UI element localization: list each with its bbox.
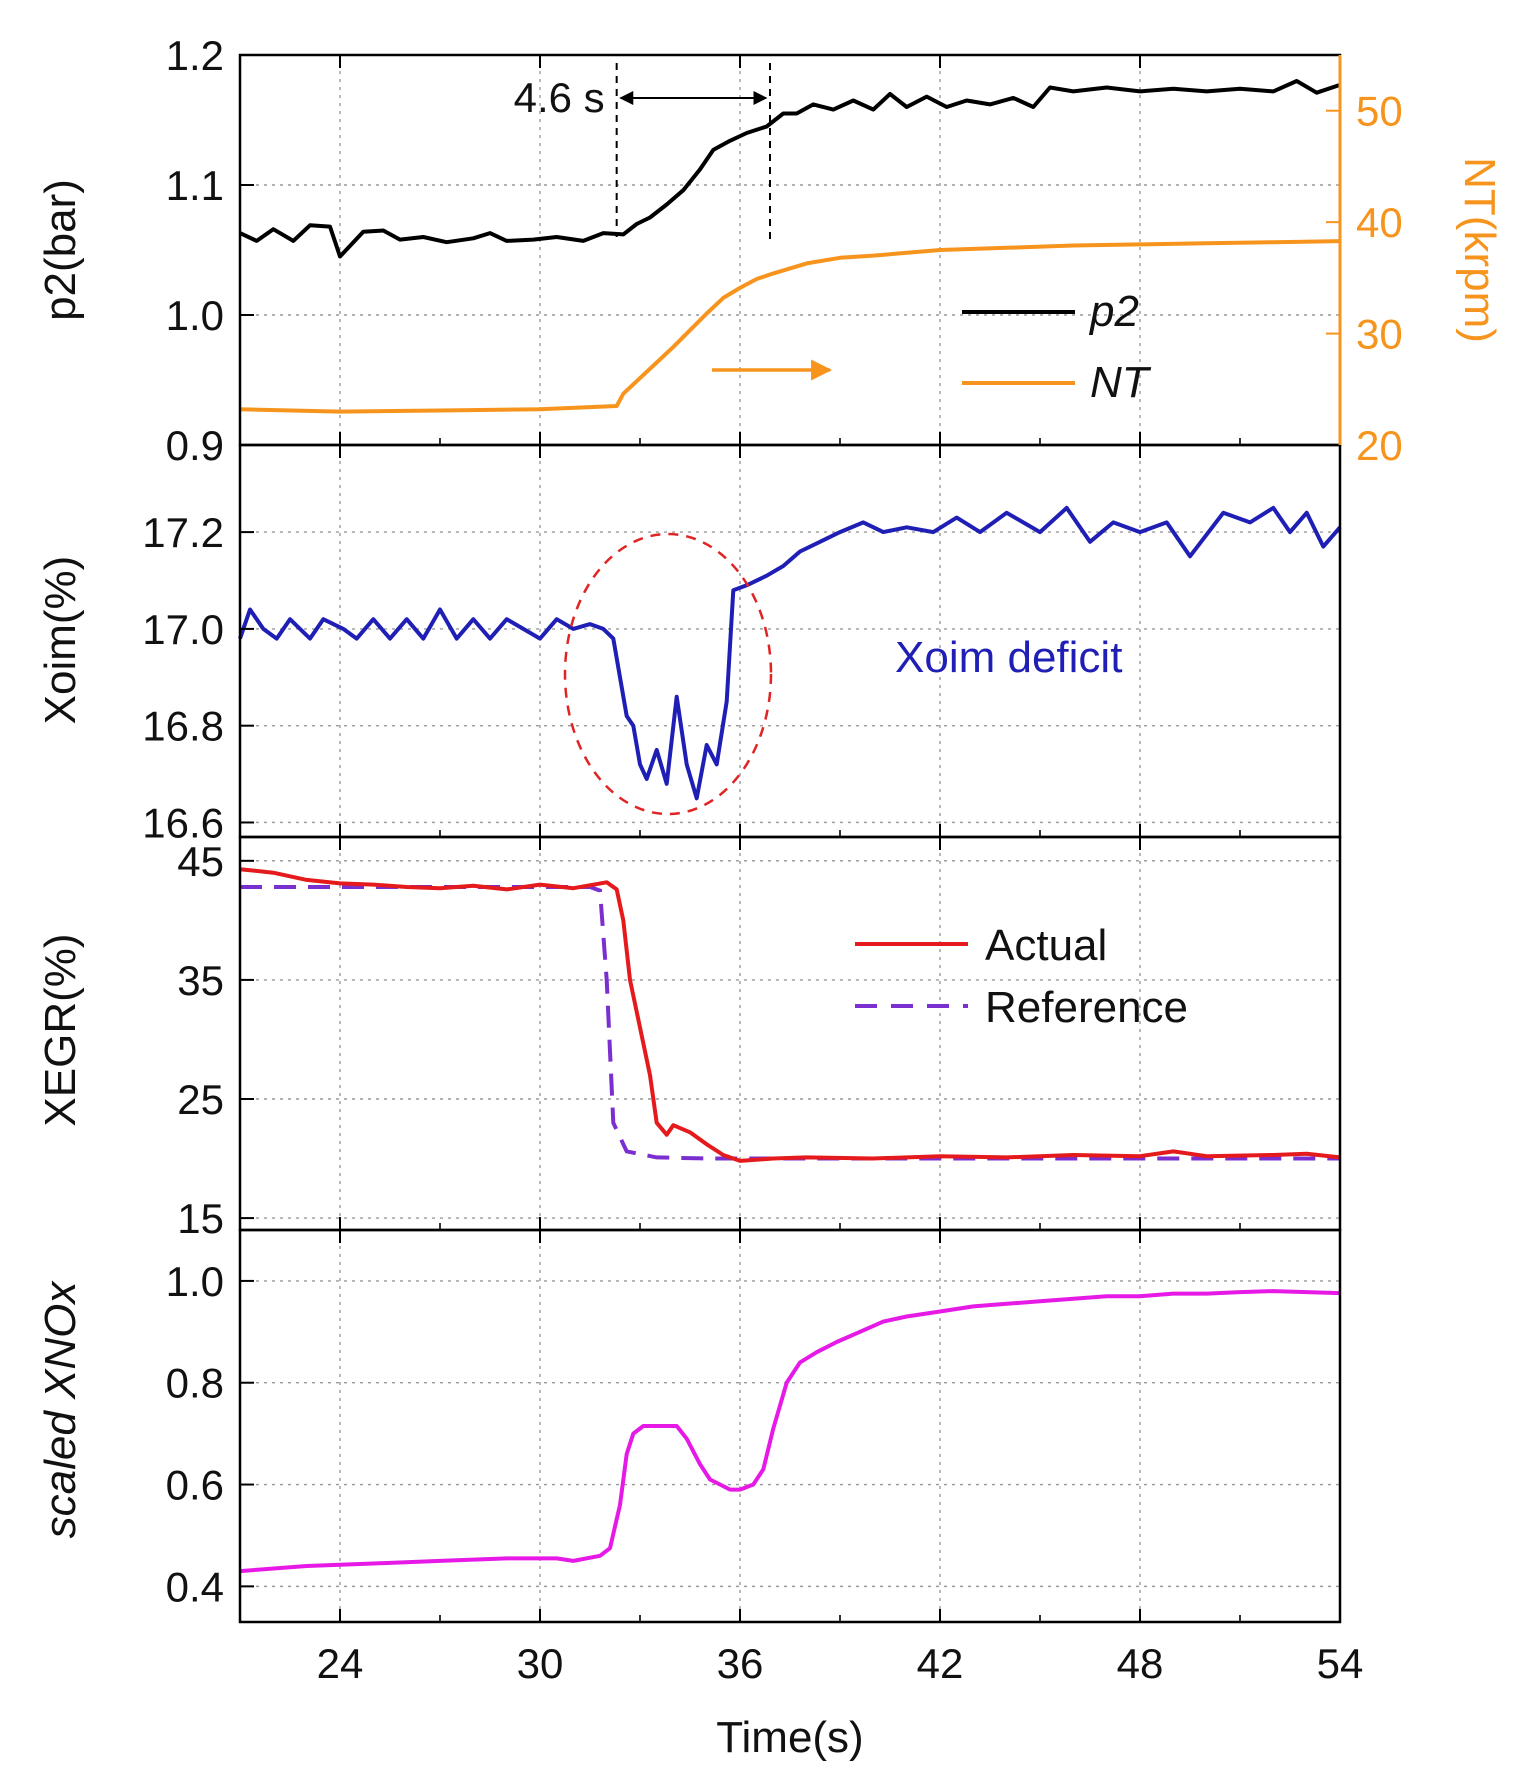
y-axis-label-p2-text: p2(bar) [36,179,85,321]
y-tick-label: 35 [177,957,224,1004]
y-tick-label: 15 [177,1195,224,1242]
y-tick-label: 1.0 [166,1258,224,1305]
panel-axis-ticks: 0.4 0.6 0.8 1.0 24 30 36 42 48 54 [166,1230,1364,1687]
panel-axis-ticks: 16.6 16.8 17.0 17.2 [142,445,1341,846]
panel-axis-ticks: 15 25 35 45 [177,837,1341,1242]
x-tick-label: 24 [317,1640,364,1687]
y-axis-label-xoim: Xoim(%) [36,556,85,725]
series-line-xnox [239,1289,1341,1574]
legend-label-p2: p2 [1088,287,1139,336]
x-tick-label: 30 [517,1640,564,1687]
y-tick-label: 45 [177,838,224,885]
legend-label-actual: Actual [985,921,1107,970]
panel-nox-fraction: 0.4 0.6 0.8 1.0 24 30 36 42 48 54 scaled XNOx Tim… [36,1230,1363,1762]
series-line-nt [239,239,1341,414]
panel-frame [238,443,1342,839]
y-tick-label: 0.6 [166,1462,224,1509]
panel-grid [240,445,1340,837]
legend-label-reference: Reference [985,983,1188,1032]
y-tick-label: 1.0 [166,292,224,339]
deficit-highlight-ellipse [563,532,773,816]
y-axis-label-nt-text: NT(krpm) [1455,157,1504,343]
panel-axis-ticks: 0.9 1.0 1.1 1.2 20 30 40 50 [166,32,1403,469]
panel-egr-fraction: Actual Reference 15 25 35 45 XEGR(%) [36,837,1341,1242]
y-tick-label: 16.8 [142,703,224,750]
series-line-reference [240,885,1340,1161]
legend-egr: Actual Reference [855,921,1188,1032]
x-tick-label: 54 [1317,1640,1364,1687]
series-line-xoim [238,505,1342,801]
y-tick-label: 0.4 [166,1563,224,1610]
y-tick-label: 0.8 [166,1360,224,1407]
x-tick-label: 36 [717,1640,764,1687]
response-time-markers: 4.6 s [514,63,771,244]
legend-p2-nt: p2 NT [962,287,1152,407]
y-axis-label-xegr-text: XEGR(%) [36,933,85,1126]
y-tick-label: 0.9 [166,422,224,469]
y-axis-label-xnox-text: scaled XNOx [36,1280,85,1539]
right-y-tick-label: 50 [1356,88,1403,135]
y-tick-label: 1.2 [166,32,224,79]
panel-frame [238,835,1342,1232]
panel-grid [240,837,1340,1230]
y-tick-label: 16.6 [142,799,224,846]
y-axis-label-nt: NT(krpm) [1455,157,1504,343]
panel-p2-turbo-speed: 4.6 s p2 NT 0.9 1.0 1.1 1.2 20 30 40 50 p2(bar)… [36,32,1504,469]
y-axis-label-xnox: scaled XNOx [36,1280,85,1539]
right-y-tick-label: 40 [1356,199,1403,246]
panel-frame [238,1228,1342,1624]
legend-label-nt: NT [1090,358,1152,407]
series-line-actual [239,867,1341,1163]
x-axis-label: Time(s) [716,1713,863,1762]
y-tick-label: 25 [177,1076,224,1123]
right-y-tick-label: 30 [1356,311,1403,358]
right-y-tick-label: 20 [1356,422,1403,469]
y-tick-label: 1.1 [166,162,224,209]
x-tick-label: 48 [1117,1640,1164,1687]
panel-oxygen-fraction: Xoim deficit 16.6 16.8 17.0 17.2 Xoim(%) [36,445,1342,846]
y-axis-label-xoim-text: Xoim(%) [36,556,85,725]
y-tick-label: 17.2 [142,509,224,556]
deficit-annotation: Xoim deficit [895,633,1122,682]
response-time-label: 4.6 s [514,74,605,121]
panel-frames [238,53,1342,1624]
y-tick-label: 17.0 [142,606,224,653]
y-axis-label-xegr: XEGR(%) [36,933,85,1126]
series-line-p2 [239,79,1341,259]
y-axis-label-p2: p2(bar) [36,179,85,321]
x-tick-label: 42 [917,1640,964,1687]
